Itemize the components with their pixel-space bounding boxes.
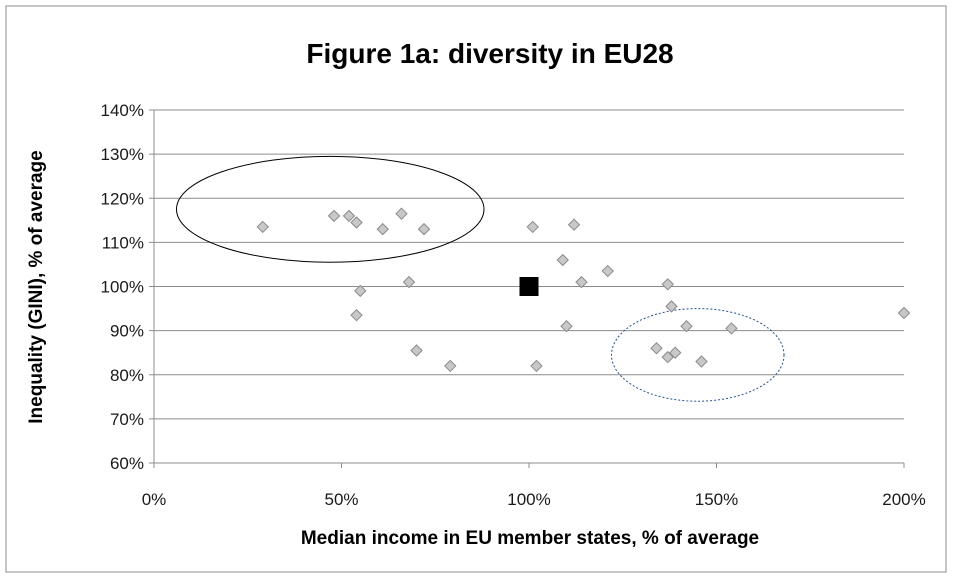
x-tick-label: 50% (324, 490, 358, 509)
data-point-diamond (354, 284, 367, 298)
data-point-diamond (695, 355, 708, 368)
data-point-diamond (665, 300, 678, 313)
data-point-diamond (897, 306, 911, 320)
y-tick-label: 110% (102, 233, 144, 252)
data-points (256, 207, 911, 373)
x-axis-title: Median income in EU member states, % of … (301, 528, 759, 549)
data-point-diamond (444, 359, 457, 373)
y-tick-label: 140% (101, 101, 144, 120)
y-tick-label: 130% (101, 145, 144, 164)
solid-ellipse-annotation (176, 155, 485, 263)
data-point-diamond (661, 350, 674, 364)
dotted-ellipse-annotation (611, 308, 785, 402)
data-point-diamond (327, 209, 341, 223)
annotations (176, 155, 785, 402)
data-point-diamond (350, 216, 363, 229)
y-tick-label: 90% (110, 322, 144, 341)
y-tick-label: 70% (110, 410, 144, 429)
data-point-diamond (395, 207, 408, 220)
x-tick-label: 150% (695, 490, 738, 509)
data-point-diamond (556, 253, 569, 267)
data-point-diamond (376, 222, 389, 236)
data-point-diamond (350, 308, 363, 322)
y-tick-label: 60% (110, 454, 144, 473)
y-tick-label: 100% (101, 278, 144, 297)
data-point-diamond (417, 222, 431, 236)
data-point-diamond (650, 342, 663, 355)
eu-average-marker (519, 277, 539, 296)
y-tick-label: 80% (110, 366, 144, 385)
chart-border (5, 5, 947, 573)
data-point-diamond (530, 359, 543, 373)
x-tick-label: 0% (142, 490, 167, 509)
data-point-diamond (661, 278, 674, 291)
data-point-diamond (567, 218, 581, 231)
data-point-diamond (601, 264, 614, 278)
data-point-diamond (342, 209, 356, 223)
data-point-diamond (725, 322, 738, 335)
x-tick-label: 100% (507, 490, 550, 509)
data-point-diamond (410, 344, 423, 357)
x-tick-label: 200% (882, 490, 925, 509)
data-point-diamond (669, 346, 682, 359)
data-point-diamond (560, 320, 573, 333)
data-point-diamond (680, 320, 693, 333)
chart-title: Figure 1a: diversity in EU28 (306, 38, 673, 69)
data-point-diamond (256, 220, 269, 234)
data-point-diamond (575, 275, 588, 289)
tick-labels: 60% 70% 80% 90% 100% 110% 120% 130% 140% 0% 50% 100… (101, 101, 926, 509)
y-tick-label: 120% (101, 189, 144, 208)
y-axis-title: Inequality (GINI), % of average (26, 150, 47, 423)
data-point-diamond (402, 275, 416, 289)
data-point-diamond (526, 220, 539, 234)
